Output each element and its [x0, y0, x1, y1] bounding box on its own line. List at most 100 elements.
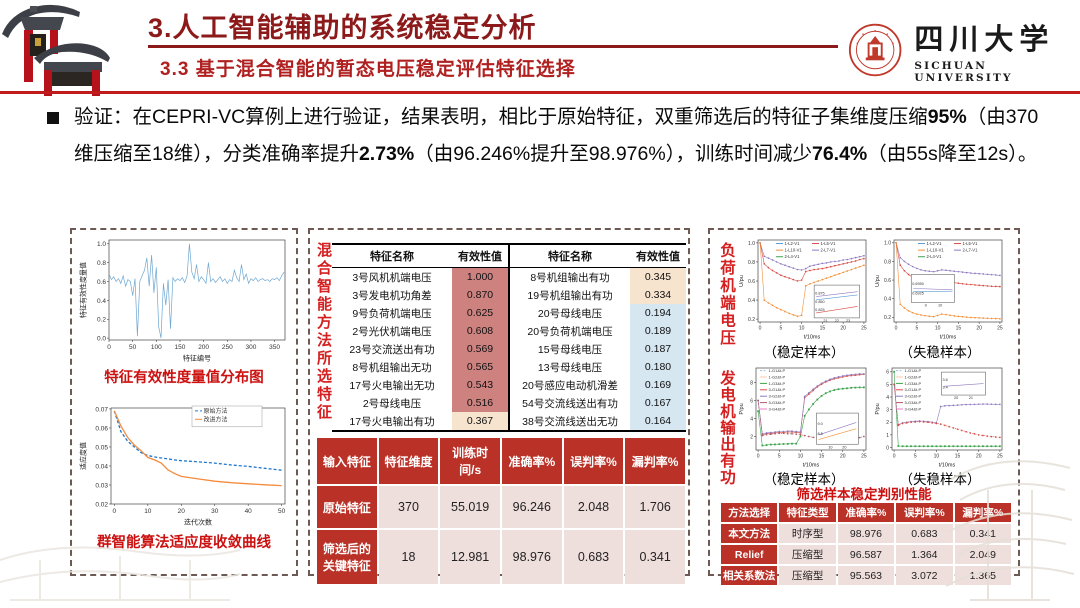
svg-text:3-G4&t-P: 3-G4&t-P	[905, 406, 922, 411]
summary-highlight: 95%	[927, 106, 967, 128]
svg-text:25: 25	[997, 326, 1003, 332]
feature-name-cell: 8号机组输出无功	[352, 361, 432, 374]
table-header-cell: 特征维度	[378, 438, 439, 484]
svg-text:原始方法: 原始方法	[204, 407, 228, 415]
svg-text:0.0: 0.0	[97, 336, 106, 343]
selected-features-side-label: 混合智能方法所选特征	[315, 242, 332, 422]
feature-effectiveness-chart: 0 50 100 150 200 250 300 350 0.0 0.2 0.4 0.6 0.8 1.0 特…	[79, 234, 291, 362]
table-row: 3号发电机功角差 0.870	[332, 286, 508, 304]
svg-text:9: 9	[925, 303, 927, 307]
validity-value-cell: 0.164	[630, 412, 686, 431]
feature-name-cell: 13号母线电压	[537, 361, 603, 374]
validity-value-cell: 0.625	[452, 304, 508, 322]
svg-text:10: 10	[799, 326, 805, 332]
svg-text:迭代次数: 迭代次数	[184, 518, 212, 527]
svg-text:3: 3	[886, 408, 889, 414]
svg-text:0: 0	[107, 344, 111, 351]
svg-text:0: 0	[886, 445, 889, 451]
svg-text:特征编号: 特征编号	[183, 354, 211, 363]
svg-text:0.2: 0.2	[884, 315, 891, 321]
feature-table-header: 有效性值	[630, 244, 686, 268]
svg-text:21: 21	[969, 396, 973, 400]
university-seal-icon	[848, 23, 902, 77]
load-voltage-side-label: 负荷机端电压	[718, 242, 735, 347]
svg-text:0.06: 0.06	[95, 425, 108, 432]
svg-text:150: 150	[175, 344, 186, 351]
svg-text:2: 2	[886, 420, 889, 426]
table-data-cell: 3.072	[896, 566, 953, 585]
svg-text:U/pu: U/pu	[739, 275, 745, 287]
svg-text:20: 20	[840, 454, 846, 460]
table-data-cell: 时序型	[779, 524, 836, 543]
svg-text:10: 10	[935, 326, 941, 332]
svg-text:6: 6	[750, 398, 753, 404]
table-data-cell: 55.019	[440, 486, 500, 528]
svg-text:0: 0	[113, 508, 117, 515]
svg-text:1-L5-V1: 1-L5-V1	[821, 241, 837, 246]
svg-text:1-L10-V1: 1-L10-V1	[785, 248, 803, 253]
svg-text:200: 200	[198, 344, 209, 351]
svg-text:23: 23	[846, 319, 850, 323]
table-header-cell: 训练时间/s	[440, 438, 500, 484]
svg-text:20: 20	[842, 445, 846, 449]
header-divider	[0, 91, 1080, 94]
svg-text:1-L2-V1: 1-L2-V1	[785, 241, 801, 246]
svg-text:1.0: 1.0	[97, 241, 106, 248]
svg-text:2-L4-V1: 2-L4-V1	[927, 254, 943, 259]
svg-text:9.0: 9.0	[818, 422, 823, 426]
table-row: 2号母线电压 0.516	[332, 394, 508, 412]
svg-text:t/10ms: t/10ms	[803, 463, 820, 469]
validity-value-cell: 0.180	[630, 358, 686, 376]
svg-text:6: 6	[886, 370, 889, 376]
feature-validity-tables: 特征名称 有效性值 3号风机机端电压 1.000 3号发电机功角差 0.870 9号负荷机端…	[332, 243, 686, 432]
table-data-cell: 95.563	[837, 566, 895, 585]
feature-name-cell: 3号发电机功角差	[352, 289, 432, 302]
summary-highlight: 76.4%	[811, 143, 868, 165]
svg-text:3-G1&t-P: 3-G1&t-P	[769, 387, 786, 392]
panel-selected-features: 混合智能方法所选特征 特征名称 有效性值 3号风机机端电压 1.000 3号发电机功角差…	[308, 228, 690, 584]
summary-text-segment: （由55s降至12s）。	[867, 143, 1038, 165]
svg-text:20: 20	[178, 508, 186, 515]
table-data-cell: 370	[378, 486, 439, 528]
table-header-cell: 误判率%	[896, 503, 953, 522]
svg-text:20: 20	[976, 326, 982, 332]
feature-name-cell: 3号风机机端电压	[352, 271, 432, 284]
svg-text:P/pu: P/pu	[875, 403, 881, 414]
red-table: 输入特征 特征维度 训练时间/s 准确率% 误判率% 漏判率% 原始特征 370 55.019 9…	[315, 436, 687, 586]
table-row: 筛选后的 关键特征 18 12.981 98.976 0.683 0.341	[317, 530, 685, 584]
svg-text:0.4: 0.4	[884, 297, 891, 303]
svg-text:0: 0	[759, 326, 762, 332]
feature-name-cell: 2号光伏机端电压	[352, 325, 432, 338]
svg-text:10: 10	[934, 454, 940, 460]
feature-name-cell: 54号交流线送出有功	[522, 397, 618, 410]
table-header-cell: 漏判率%	[625, 438, 685, 484]
ruins-watermark-image	[0, 546, 240, 601]
validity-value-cell: 0.569	[452, 340, 508, 358]
svg-text:0.850: 0.850	[815, 300, 825, 304]
feature-name-cell: 20号母线电压	[537, 307, 603, 320]
svg-text:3.4: 3.4	[943, 386, 948, 390]
load-stable-caption: （稳定样本）	[763, 345, 845, 360]
svg-text:25: 25	[997, 454, 1003, 460]
svg-text:1-L5-V1: 1-L5-V1	[963, 241, 979, 246]
feature-name-cell: 19号机组输出有功	[527, 289, 613, 302]
svg-text:350: 350	[269, 344, 280, 351]
svg-text:50: 50	[278, 508, 286, 515]
table-data-cell: 96.587	[837, 545, 895, 564]
svg-text:3-G3&t-P: 3-G3&t-P	[769, 400, 786, 405]
validity-value-cell: 0.194	[630, 304, 686, 322]
svg-text:50: 50	[129, 344, 137, 351]
svg-text:0: 0	[895, 326, 898, 332]
feature-table-header: 特征名称	[332, 244, 452, 268]
logo-cn-text: 四川大学	[914, 22, 1055, 56]
svg-text:0.2: 0.2	[97, 317, 106, 324]
feature-table-divider	[508, 243, 510, 432]
svg-text:10: 10	[798, 454, 804, 460]
panel-sample-performance: 负荷机端电压 0 5 10 15 20 25 0.2 0.4 0.6 0.8 1.0 t/10ms U/…	[708, 228, 1020, 585]
table-row: 15号母线电压 0.187	[510, 340, 686, 358]
table-row: 20号负荷机端电压 0.189	[510, 322, 686, 340]
convergence-chart-caption: 群智能算法适应度收敛曲线	[97, 535, 271, 551]
svg-text:0.6950: 0.6950	[912, 282, 924, 286]
panel-feature-analysis: 0 50 100 150 200 250 300 350 0.0 0.2 0.4 0.6 0.8 1.0 特…	[70, 228, 298, 576]
table-row: 8号机组输出有功 0.345	[510, 267, 686, 286]
